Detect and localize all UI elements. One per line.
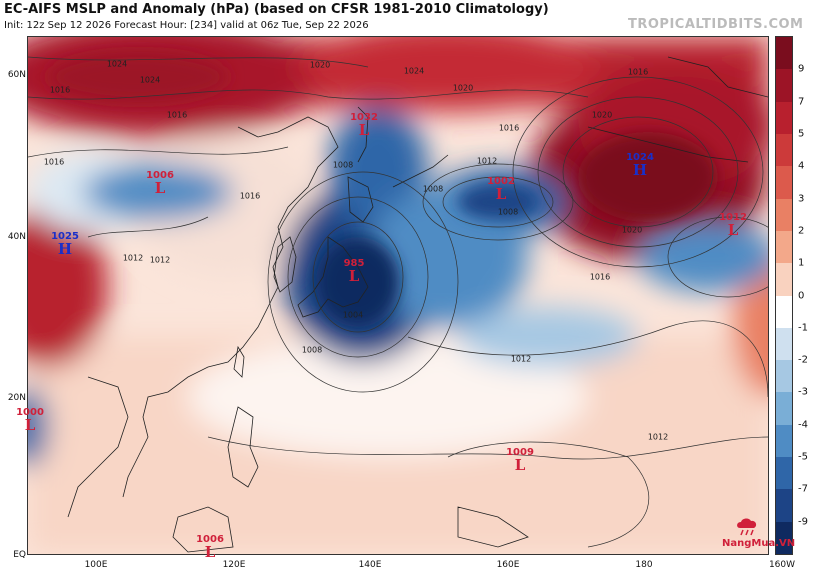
lon-label: 120E	[222, 560, 246, 570]
colorbar-segment	[776, 327, 792, 361]
high-pressure-center: 1025 H	[51, 231, 79, 258]
colorbar-tick-label: 7	[798, 96, 805, 108]
colorbar-tick-label: -7	[798, 483, 808, 495]
colorbar-tick-label: 0	[798, 290, 805, 301]
isobar-label: 1012	[476, 156, 498, 166]
isobar-label: 1008	[497, 207, 519, 217]
isobar-label: 1024	[403, 66, 425, 76]
colorbar-tick-label: -5	[798, 451, 808, 463]
isobar-label: 1016	[498, 123, 520, 133]
isobar-label: 1024	[139, 75, 161, 85]
colorbar-segment	[776, 489, 792, 522]
low-pressure-center: 1002 L	[487, 176, 515, 203]
colorbar-tick-label: -1	[798, 322, 808, 334]
colorbar-segment	[776, 263, 792, 296]
colorbar-tick-label: 2	[798, 225, 805, 237]
site-logo: NangMua.VN	[722, 538, 796, 549]
colorbar-segment	[776, 521, 792, 554]
isobar-label: 1008	[422, 184, 444, 194]
colorbar-segment	[776, 360, 792, 393]
isobar-label: 1012	[647, 432, 669, 442]
isobar-label: 1024	[106, 59, 128, 69]
isobars	[28, 56, 768, 548]
low-pressure-center: 1000 L	[16, 407, 44, 434]
colorbar-segment	[776, 424, 792, 458]
isobar-label: 1016	[589, 272, 611, 282]
isobar-label: 1016	[166, 110, 188, 120]
lat-label: 20N	[7, 393, 26, 403]
low-pressure-center: 1009 L	[506, 447, 534, 474]
mongolia-low-anomaly	[83, 164, 233, 220]
colorbar-segment	[776, 166, 792, 199]
colorbar-tick-label: -3	[798, 386, 808, 398]
low-pressure-center: 1032 L	[350, 112, 378, 139]
colorbar-segment	[776, 69, 792, 102]
lat-label: 60N	[7, 70, 26, 80]
isobar-label: 1012	[510, 354, 532, 364]
isobar-label: 1020	[621, 225, 643, 235]
brand-watermark: TROPICALTIDBITS.COM	[628, 17, 804, 32]
lon-label: 180	[635, 560, 653, 570]
colorbar-segment	[776, 198, 792, 231]
colorbar-segment	[776, 133, 792, 167]
isobar-label: 1004	[342, 310, 364, 320]
isobar-label: 1016	[627, 67, 649, 77]
isobar-label: 1016	[43, 157, 65, 167]
isobar-label: 1016	[49, 85, 71, 95]
isobar-label: 1012	[122, 253, 144, 263]
lat-label: 40N	[7, 232, 26, 242]
cloud-rain-icon	[737, 518, 757, 536]
lon-label: 160W	[768, 560, 796, 570]
chart-subtitle: Init: 12z Sep 12 2026 Forecast Hour: [23…	[4, 20, 369, 31]
anomaly-colorbar	[775, 36, 793, 555]
colorbar-segment	[776, 101, 792, 134]
colorbar-segment	[776, 295, 792, 328]
colorbar-tick-label: 4	[798, 160, 805, 172]
colorbar-tick-label: -4	[798, 419, 808, 431]
lon-label: 160E	[496, 560, 520, 570]
isobar-label: 1012	[149, 255, 171, 265]
colorbar-segment	[776, 37, 792, 70]
east-pacific-low-anomaly	[638, 222, 768, 292]
coastlines	[67, 56, 768, 553]
isobar-label: 1020	[591, 110, 613, 120]
low-pressure-center: 1006 L	[196, 534, 224, 561]
colorbar-segment	[776, 392, 792, 425]
low-pressure-center: 1006 L	[146, 170, 174, 197]
lat-label: EQ	[13, 550, 26, 560]
colorbar-segment	[776, 457, 792, 490]
low-pressure-center: 985 L	[343, 258, 365, 285]
isobar-label: 1020	[452, 83, 474, 93]
colorbar-tick-label: 5	[798, 128, 805, 140]
high-pressure-center: 1024 H	[626, 152, 654, 179]
lon-label: 140E	[358, 560, 382, 570]
colorbar-tick-label: -2	[798, 354, 808, 366]
lon-label: 100E	[84, 560, 108, 570]
colorbar-segment	[776, 230, 792, 264]
isobar-label: 1008	[301, 345, 323, 355]
colorbar-tick-label: 1	[798, 257, 805, 269]
colorbar-tick-label: 3	[798, 193, 805, 205]
mslp-anomaly-map	[27, 36, 769, 555]
isobar-label: 1020	[309, 60, 331, 70]
colorbar-tick-label: 9	[798, 63, 805, 75]
isobar-label: 1016	[239, 191, 261, 201]
chart-title: EC-AIFS MSLP and Anomaly (hPa) (based on…	[4, 2, 549, 17]
colorbar-tick-label: -9	[798, 516, 808, 528]
low-pressure-center: 1012 L	[719, 212, 747, 239]
isobar-label: 1008	[332, 160, 354, 170]
